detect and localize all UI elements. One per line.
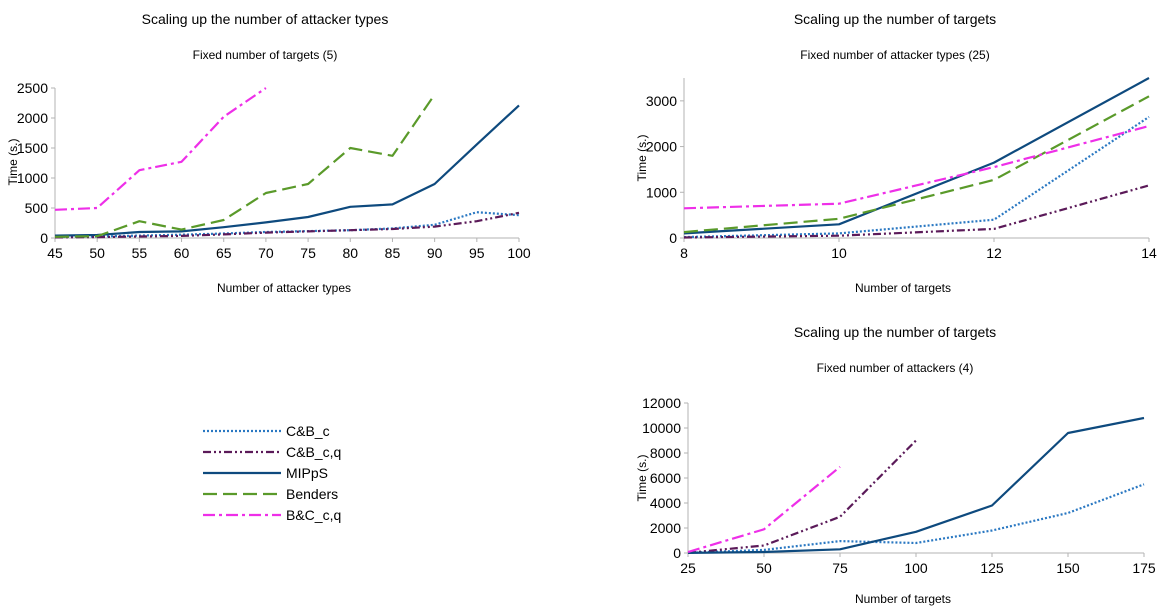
x-tick-label: 80 [342, 245, 358, 261]
x-tick-label: 175 [1132, 560, 1156, 576]
y-tick-label: 6000 [650, 470, 681, 486]
chart-targets-4: Scaling up the number of targets Fixed n… [635, 324, 1156, 606]
x-tick-label: 60 [174, 245, 190, 261]
chart1-series-benders [54, 93, 436, 238]
x-tick-label: 10 [831, 245, 847, 261]
x-tick-label: 95 [469, 245, 485, 261]
x-tick-label: 85 [385, 245, 401, 261]
chart1-y-ticks: 0 500 1000 1500 2000 2500 [17, 80, 55, 246]
y-tick-label: 1000 [646, 184, 677, 200]
chart3-series-mipps [687, 416, 1145, 554]
chart3-title: Scaling up the number of targets [794, 324, 996, 340]
chart2-series-benders [683, 95, 1150, 234]
chart3-series-candb-c [687, 483, 1145, 554]
chart2-x-ticks: 8 10 12 14 [680, 238, 1157, 261]
chart1-series-bandc-c-q [54, 87, 267, 211]
x-tick-label: 100 [507, 245, 531, 261]
x-tick-label: 8 [680, 245, 688, 261]
x-tick-label: 25 [680, 560, 696, 576]
legend: C&B_c C&B_c,q MIPpS Benders B&C_c,q [203, 423, 341, 523]
x-tick-label: 70 [258, 245, 274, 261]
chart1-x-ticks: 45 50 55 60 65 70 75 80 85 90 95 100 [47, 238, 531, 261]
x-tick-label: 100 [904, 560, 928, 576]
chart1-series-mipps [54, 104, 520, 237]
x-tick-label: 50 [756, 560, 772, 576]
y-tick-label: 0 [669, 230, 677, 246]
chart1-subtitle: Fixed number of targets (5) [193, 48, 338, 62]
y-tick-label: 1500 [17, 140, 48, 156]
chart2-series-candb-c-q [683, 184, 1150, 239]
y-tick-label: 0 [673, 545, 681, 561]
chart2-series [683, 77, 1150, 239]
x-tick-label: 12 [986, 245, 1002, 261]
x-tick-label: 55 [132, 245, 148, 261]
x-tick-label: 90 [427, 245, 443, 261]
chart-attacker-types: Scaling up the number of attacker types … [6, 11, 531, 295]
x-tick-label: 125 [980, 560, 1004, 576]
chart3-series-bandc-c-q [687, 465, 841, 554]
chart1-axes [54, 88, 519, 239]
chart3-ylabel: Time (s.) [635, 455, 649, 502]
chart3-x-ticks: 25 50 75 100 125 150 175 [680, 553, 1156, 576]
y-tick-label: 2000 [650, 520, 681, 536]
chart2-ylabel: Time (s.) [635, 135, 649, 182]
chart2-series-mipps [683, 77, 1150, 235]
chart1-series-candb-c-q [54, 211, 520, 239]
chart3-series [687, 416, 1145, 554]
y-tick-label: 1000 [17, 170, 48, 186]
legend-label-candb-c-q: C&B_c,q [286, 444, 341, 460]
y-tick-label: 12000 [642, 395, 681, 411]
y-tick-label: 4000 [650, 495, 681, 511]
y-tick-label: 10000 [642, 420, 681, 436]
x-tick-label: 65 [216, 245, 232, 261]
x-tick-label: 75 [300, 245, 316, 261]
y-tick-label: 2500 [17, 80, 48, 96]
legend-label-candb-c: C&B_c [286, 423, 330, 439]
y-tick-label: 8000 [650, 445, 681, 461]
legend-label-bandc-c-q: B&C_c,q [286, 507, 341, 523]
chart3-series-candb-c-q [687, 439, 917, 554]
chart2-xlabel: Number of targets [855, 281, 951, 295]
y-tick-label: 2000 [646, 139, 677, 155]
x-tick-label: 14 [1141, 245, 1157, 261]
y-tick-label: 3000 [646, 93, 677, 109]
chart2-axes [683, 78, 1149, 239]
chart1-ylabel: Time (s.) [6, 139, 20, 186]
x-tick-label: 150 [1056, 560, 1080, 576]
y-tick-label: 0 [40, 230, 48, 246]
chart3-xlabel: Number of targets [855, 592, 951, 606]
legend-label-mipps: MIPpS [286, 465, 328, 481]
y-tick-label: 500 [25, 200, 49, 216]
chart1-title: Scaling up the number of attacker types [142, 11, 389, 27]
legend-label-benders: Benders [286, 486, 338, 502]
chart2-title: Scaling up the number of targets [794, 11, 996, 27]
chart2-subtitle: Fixed number of attacker types (25) [800, 48, 989, 62]
chart2-series-candb-c [683, 115, 1150, 239]
chart-targets-25: Scaling up the number of targets Fixed n… [635, 11, 1157, 295]
y-tick-label: 2000 [17, 110, 48, 126]
chart3-subtitle: Fixed number of attackers (4) [817, 361, 974, 375]
chart1-xlabel: Number of attacker types [217, 281, 351, 295]
x-tick-label: 45 [47, 245, 63, 261]
chart2-y-ticks: 0 1000 2000 3000 [646, 93, 684, 246]
chart1-series [54, 87, 520, 239]
x-tick-label: 75 [832, 560, 848, 576]
chart2-series-bandc-c-q [683, 124, 1150, 210]
chart3-y-ticks: 0 2000 4000 6000 8000 10000 12000 [642, 395, 688, 561]
x-tick-label: 50 [89, 245, 105, 261]
